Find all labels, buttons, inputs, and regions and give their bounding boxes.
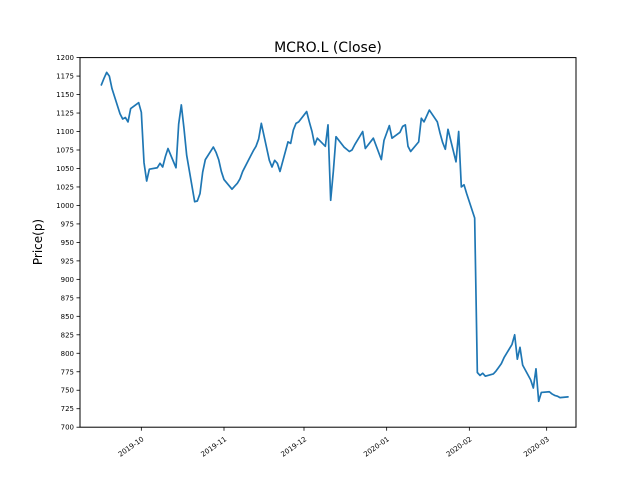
x-tick-label: 2020-01 [362, 435, 391, 458]
y-tick-label: 1000 [56, 202, 74, 210]
x-tick-label: 2020-02 [445, 435, 474, 458]
y-tick-label: 950 [61, 239, 74, 247]
y-tick-label: 1150 [56, 91, 74, 99]
y-tick-label: 1075 [56, 147, 74, 155]
y-tick-label: 1200 [56, 54, 74, 62]
x-tick-label: 2019-11 [200, 435, 229, 458]
x-tick-label: 2019-10 [117, 435, 146, 458]
y-tick-label: 800 [61, 350, 74, 358]
y-tick-label: 925 [61, 257, 74, 265]
y-axis-label: Price(p) [31, 218, 45, 266]
y-tick-label: 825 [61, 331, 74, 339]
y-tick-label: 875 [61, 294, 74, 302]
y-tick-label: 900 [61, 276, 74, 284]
y-tick-label: 975 [61, 220, 74, 228]
y-tick-label: 750 [61, 387, 74, 395]
y-tick-label: 725 [61, 405, 74, 413]
chart-title: MCRO.L (Close) [274, 40, 382, 56]
y-tick-label: 1125 [56, 110, 74, 118]
y-tick-label: 1050 [56, 165, 74, 173]
axes-spines [79, 57, 577, 428]
y-tick-label: 1175 [56, 73, 74, 81]
y-tick-label: 1025 [56, 183, 74, 191]
y-tick-label: 1100 [56, 128, 74, 136]
x-tick-label: 2019-12 [280, 435, 309, 458]
price-line [100, 71, 569, 403]
x-tick-label: 2020-03 [522, 435, 551, 458]
y-tick-label: 775 [61, 368, 74, 376]
y-tick-label: 700 [61, 424, 74, 432]
y-tick-label: 850 [61, 313, 74, 321]
